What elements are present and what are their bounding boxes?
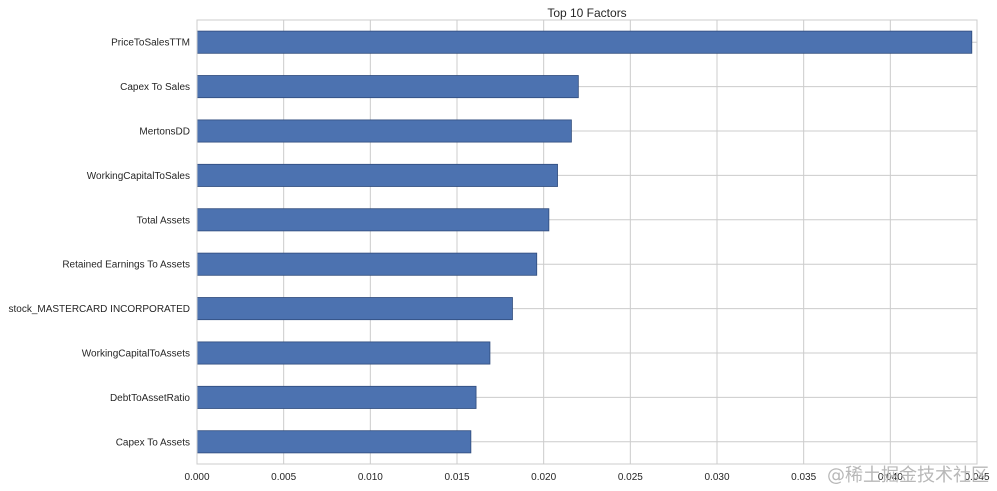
bar: [196, 208, 550, 232]
bar: [196, 430, 472, 454]
bar: [196, 252, 538, 276]
x-tick-label: 0.015: [444, 472, 469, 483]
x-tick-label: 0.000: [184, 472, 209, 483]
bars: [196, 30, 973, 454]
bar: [196, 75, 579, 99]
y-tick-label: Capex To Sales: [120, 82, 190, 93]
x-tick-label: 0.035: [791, 472, 816, 483]
bar: [196, 163, 558, 187]
watermark-text: @稀土掘金技术社区: [827, 465, 989, 486]
x-tick-labels: 0.000 0.005 0.010 0.015 0.020 0.025 0.030 0.035…: [184, 472, 989, 483]
y-tick-labels: PriceToSalesTTM Capex To Sales MertonsDD Wo…: [8, 38, 190, 449]
x-tick-label: 0.025: [618, 472, 643, 483]
bar: [196, 297, 513, 321]
bar: [196, 30, 973, 54]
plot-frame: [196, 19, 978, 465]
x-tick-label: 0.040: [878, 472, 903, 483]
bar: [196, 341, 491, 365]
x-tick-label: 0.030: [704, 472, 729, 483]
y-tick-label: WorkingCapitalToAssets: [82, 349, 190, 360]
y-tick-label: stock_MASTERCARD INCORPORATED: [8, 304, 190, 315]
bar: [196, 385, 477, 409]
y-tick-label: DebtToAssetRatio: [110, 393, 190, 404]
y-tick-label: MertonsDD: [139, 127, 190, 138]
x-tick-label: 0.005: [271, 472, 296, 483]
chart-title: Top 10 Factors: [547, 6, 626, 20]
bar: [196, 119, 572, 143]
y-tick-label: Capex To Assets: [116, 437, 190, 448]
y-tick-label: Retained Earnings To Assets: [62, 260, 190, 271]
y-tick-label: PriceToSalesTTM: [111, 38, 190, 49]
y-tick-label: WorkingCapitalToSales: [87, 171, 190, 182]
x-tick-label: 0.020: [531, 472, 556, 483]
y-tick-label: Total Assets: [137, 215, 190, 226]
x-tick-label: 0.045: [964, 472, 989, 483]
x-tick-label: 0.010: [358, 472, 383, 483]
